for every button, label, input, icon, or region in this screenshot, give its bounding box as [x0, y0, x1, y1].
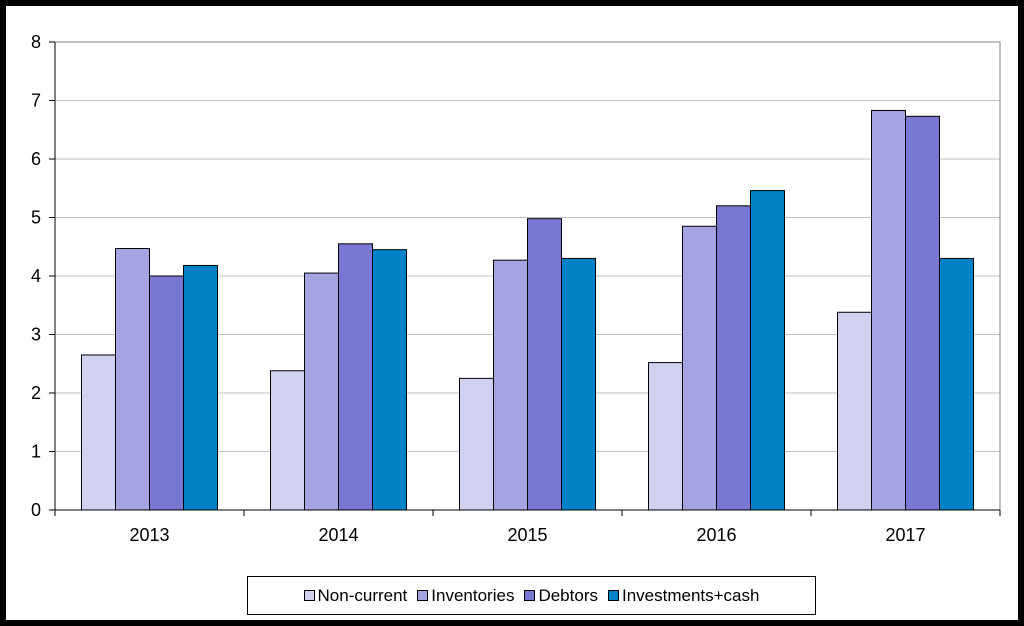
bar-non-current-2015: [459, 377, 494, 511]
bar-non-current-2014: [270, 370, 305, 511]
legend-item: Investments+cash: [607, 585, 760, 606]
legend-swatch: [607, 590, 619, 601]
x-tick-label: 2013: [129, 525, 169, 545]
bar-debtors-2015: [527, 218, 562, 511]
y-tick-label: 8: [31, 32, 41, 52]
bar-investments-cash-2017: [939, 257, 974, 511]
bar-non-current-2017: [837, 311, 872, 511]
bar-investments-cash-2015: [561, 257, 596, 511]
legend-item: Non-current: [303, 585, 408, 606]
y-tick-label: 1: [31, 442, 41, 462]
bar-chart: 0 1 2 3 4 5 6 7 8 2013 2014 2015 2016 2017: [31, 32, 1001, 545]
bar-non-current-2013: [81, 354, 116, 511]
legend-item: Debtors: [524, 586, 598, 606]
bar-debtors-2017: [905, 115, 940, 511]
bar-inventories-2016: [682, 225, 717, 511]
axes: [49, 41, 1001, 516]
bar-investments-cash-2016: [750, 190, 785, 511]
y-tick-labels: 0 1 2 3 4 5 6 7 8: [31, 32, 41, 520]
bar-inventories-2014: [304, 272, 339, 511]
legend: Non-current Inventories Debtors Investments…: [247, 576, 816, 615]
x-tick-label: 2017: [885, 525, 925, 545]
y-tick-label: 7: [31, 91, 41, 111]
x-tick-label: 2015: [507, 525, 547, 545]
bar-investments-cash-2013: [183, 264, 218, 511]
legend-swatch: [524, 590, 536, 601]
x-tick-label: 2016: [696, 525, 736, 545]
bar-investments-cash-2014: [372, 249, 407, 511]
bar-inventories-2013: [115, 248, 150, 511]
y-tick-label: 4: [31, 266, 41, 286]
legend-swatch: [417, 590, 429, 601]
legend-label: Non-current: [317, 585, 408, 605]
bar-non-current-2016: [648, 362, 683, 511]
y-tick-label: 3: [31, 325, 41, 345]
bar-debtors-2016: [716, 205, 751, 511]
bar-inventories-2015: [493, 259, 528, 511]
legend-label: Investments+cash: [621, 585, 760, 605]
bar-debtors-2014: [338, 243, 373, 511]
legend-item: Inventories: [417, 586, 514, 606]
bar-inventories-2017: [871, 109, 906, 511]
x-tick-label: 2014: [318, 525, 358, 545]
y-tick-label: 2: [31, 383, 41, 403]
y-tick-label: 6: [31, 149, 41, 169]
legend-label: Debtors: [538, 585, 598, 605]
bar-debtors-2013: [149, 275, 184, 511]
bars: [81, 109, 974, 511]
legend-label: Inventories: [431, 585, 515, 605]
y-tick-label: 0: [31, 500, 41, 520]
x-tick-labels: 2013 2014 2015 2016 2017: [129, 525, 925, 545]
chart-frame: 0 1 2 3 4 5 6 7 8 2013 2014 2015 2016 2017 Non-curre…: [6, 6, 1018, 620]
legend-swatch: [303, 590, 315, 601]
y-tick-label: 5: [31, 208, 41, 228]
